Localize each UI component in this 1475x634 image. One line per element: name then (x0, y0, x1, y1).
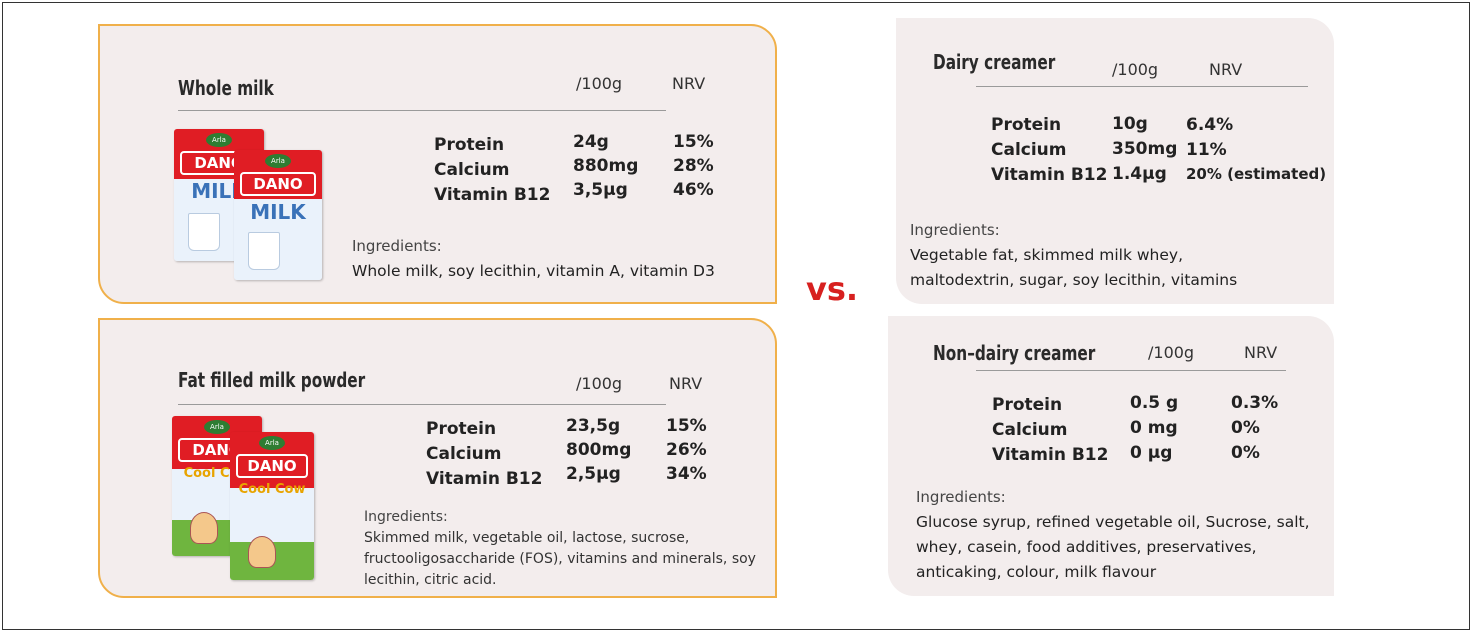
nutrient-value: 0 mg (1130, 418, 1178, 438)
card-title: Non–dairy creamer (933, 341, 1096, 365)
dano-cool-cow-pack-image: Arla DANO Cool Cow (230, 432, 314, 580)
per-100g-header: /100g (576, 74, 623, 93)
ingredients-text: Vegetable fat, skimmed milk whey, maltod… (910, 246, 1238, 289)
nutrient-nrv: 26% (666, 440, 707, 460)
nutrient-nrv: 28% (673, 156, 714, 176)
arla-logo: Arla (259, 436, 285, 450)
dano-milk-pack-image: Arla DANO MILK (234, 150, 322, 280)
pack-brand: DANO (236, 454, 308, 478)
whole-milk-card: Whole milk /100g NRV Protein Calcium Vit… (98, 24, 777, 304)
header-rule (178, 404, 666, 405)
arla-logo: Arla (206, 133, 232, 147)
nutrient-label: Vitamin B12 (426, 469, 543, 489)
dairy-creamer-card: Dairy creamer /100g NRV Protein Calcium … (896, 18, 1334, 304)
vs-label: vs. (806, 270, 859, 308)
card-title: Dairy creamer (933, 50, 1056, 74)
nutrient-nrv: 15% (673, 132, 714, 152)
nutrient-label: Protein (426, 419, 497, 439)
nutrient-value: 10g (1112, 114, 1148, 134)
nutrient-nrv: 6.4% (1186, 115, 1234, 135)
nutrient-label: Calcium (991, 140, 1067, 160)
nutrient-nrv: 11% (1186, 140, 1227, 160)
pack-product: Cool Cow (238, 482, 306, 497)
nutrient-value: 2,5µg (566, 464, 621, 484)
fat-filled-card: Fat filled milk powder /100g NRV Protein… (98, 318, 777, 598)
nutrient-label: Vitamin B12 (991, 165, 1108, 185)
nutrient-nrv: 0% (1231, 443, 1260, 463)
nrv-header: NRV (672, 74, 706, 93)
header-rule (178, 110, 666, 111)
nutrient-value: 24g (573, 132, 609, 152)
ingredients-text: Skimmed milk, vegetable oil, lactose, su… (364, 530, 756, 588)
nutrient-label: Calcium (434, 160, 510, 180)
nutrient-nrv: 15% (666, 416, 707, 436)
nutrient-value: 880mg (573, 156, 639, 176)
nutrient-label: Vitamin B12 (434, 185, 551, 205)
ingredients-text: Whole milk, soy lecithin, vitamin A, vit… (352, 262, 715, 280)
nrv-header: NRV (1244, 343, 1278, 362)
nutrient-value: 0.5 g (1130, 393, 1179, 413)
nrv-header: NRV (1209, 60, 1243, 79)
nutrient-value: 1.4µg (1112, 164, 1167, 184)
ingredients-text: Glucose syrup, refined vegetable oil, Su… (916, 513, 1310, 581)
nutrient-value: 800mg (566, 440, 632, 460)
header-rule (976, 370, 1286, 371)
ingredients-heading: Ingredients: (910, 221, 1000, 239)
nutrient-value: 350mg (1112, 139, 1178, 159)
pack-brand: DANO (240, 172, 316, 196)
nutrient-label: Protein (991, 115, 1062, 135)
header-rule (976, 86, 1308, 87)
card-title: Whole milk (178, 76, 274, 100)
nutrient-label: Protein (434, 135, 505, 155)
non-dairy-creamer-card: Non–dairy creamer /100g NRV Protein Calc… (888, 316, 1334, 596)
per-100g-header: /100g (1148, 343, 1195, 362)
nutrient-nrv: 20% (estimated) (1186, 165, 1327, 183)
nutrient-nrv: 46% (673, 180, 714, 200)
ingredients-heading: Ingredients: (352, 237, 442, 255)
nutrient-label: Vitamin B12 (992, 445, 1109, 465)
nutrient-nrv: 0% (1231, 418, 1260, 438)
nutrient-label: Protein (992, 395, 1063, 415)
ingredients-heading: Ingredients: (364, 509, 448, 525)
nrv-header: NRV (669, 374, 703, 393)
nutrient-nrv: 34% (666, 464, 707, 484)
card-title: Fat filled milk powder (178, 368, 366, 392)
nutrient-value: 0 µg (1130, 443, 1173, 463)
nutrient-value: 3,5µg (573, 180, 628, 200)
ingredients-heading: Ingredients: (916, 488, 1006, 506)
pack-product: MILK (250, 200, 306, 224)
nutrient-label: Calcium (992, 420, 1068, 440)
nutrient-label: Calcium (426, 444, 502, 464)
per-100g-header: /100g (1112, 60, 1159, 79)
arla-logo: Arla (204, 420, 230, 434)
per-100g-header: /100g (576, 374, 623, 393)
nutrient-nrv: 0.3% (1231, 393, 1279, 413)
arla-logo: Arla (265, 154, 291, 168)
nutrient-value: 23,5g (566, 416, 621, 436)
